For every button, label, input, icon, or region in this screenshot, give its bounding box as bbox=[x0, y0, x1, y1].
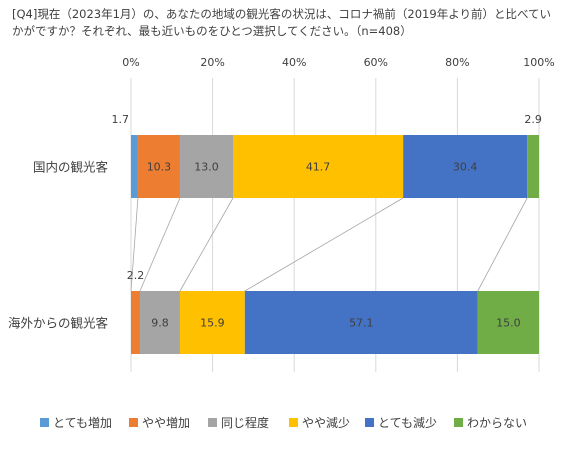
series-line bbox=[139, 197, 181, 292]
bar-segment bbox=[233, 135, 404, 198]
series-line bbox=[130, 197, 139, 292]
data-label: 30.4 bbox=[453, 161, 478, 174]
data-label: 2.2 bbox=[127, 269, 145, 282]
x-tick-label: 0% bbox=[122, 56, 139, 69]
legend-label: やや増加 bbox=[142, 416, 190, 430]
legend-label: 同じ程度 bbox=[221, 415, 269, 430]
legend-swatch bbox=[365, 418, 374, 427]
legend-label: やや減少 bbox=[302, 415, 350, 430]
legend-label: わからない bbox=[467, 416, 527, 430]
bar-segment bbox=[137, 135, 180, 198]
chart-title: [Q4]現在（2023年1月）の、あなたの地域の観光客の状況は、コロナ禍前（20… bbox=[12, 7, 551, 38]
data-label: 2.9 bbox=[524, 113, 542, 126]
category-label: 海外からの観光客 bbox=[8, 316, 109, 331]
x-tick-label: 40% bbox=[282, 56, 306, 69]
bar-segment bbox=[179, 291, 245, 354]
legend-swatch bbox=[129, 418, 138, 427]
data-label: 15.9 bbox=[200, 317, 225, 330]
bar-segment bbox=[131, 291, 140, 354]
legend-label: とても減少 bbox=[378, 415, 437, 430]
x-tick-label: 20% bbox=[200, 56, 224, 69]
data-label: 15.0 bbox=[496, 317, 521, 330]
bar-segment bbox=[244, 291, 478, 354]
bar-segment bbox=[403, 135, 528, 198]
data-label: 10.3 bbox=[147, 161, 172, 174]
legend-swatch bbox=[208, 418, 217, 427]
data-label: 9.8 bbox=[151, 317, 169, 330]
data-label: 41.7 bbox=[306, 161, 331, 174]
legend-swatch bbox=[454, 418, 463, 427]
series-line bbox=[477, 197, 528, 292]
category-label: 国内の観光客 bbox=[33, 160, 109, 175]
data-label: 13.0 bbox=[194, 161, 219, 174]
bar-segment bbox=[477, 291, 539, 354]
bar-segment bbox=[527, 135, 539, 198]
bar-segment bbox=[131, 135, 138, 198]
x-tick-label: 80% bbox=[445, 56, 469, 69]
legend-swatch bbox=[289, 418, 298, 427]
legend-swatch bbox=[40, 418, 49, 427]
x-tick-label: 60% bbox=[364, 56, 388, 69]
data-label: 57.1 bbox=[349, 317, 374, 330]
bar-segment bbox=[139, 291, 180, 354]
legend-label: とても増加 bbox=[53, 416, 112, 430]
x-tick-label: 100% bbox=[523, 56, 554, 69]
data-label: 1.7 bbox=[112, 113, 130, 126]
bar-segment bbox=[179, 135, 233, 198]
series-line bbox=[179, 197, 234, 292]
series-line bbox=[244, 197, 404, 292]
